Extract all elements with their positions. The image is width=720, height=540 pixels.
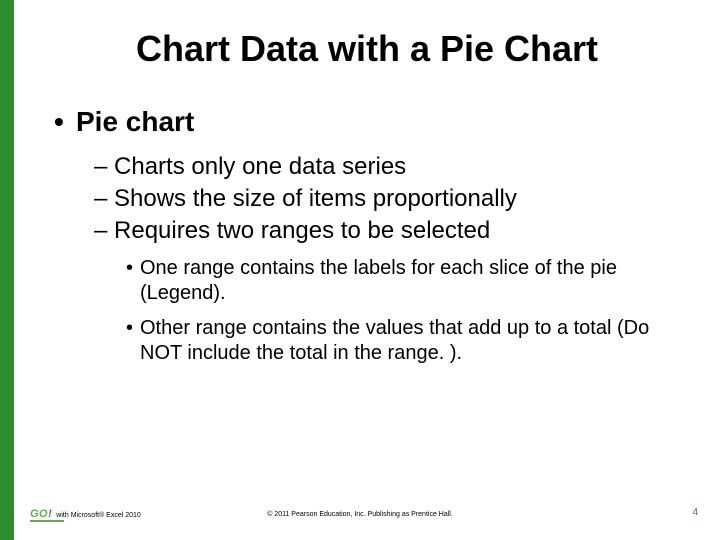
lvl1-text: Pie chart bbox=[76, 106, 194, 137]
bullet-dot-icon: • bbox=[126, 256, 140, 281]
bullet-dot-icon: • bbox=[126, 316, 140, 341]
footer-copyright: © 2011 Pearson Education, Inc. Publishin… bbox=[0, 511, 720, 518]
bullet-lvl3: •Other range contains the values that ad… bbox=[54, 316, 690, 366]
go-logo-underline bbox=[30, 520, 64, 522]
bullet-dot-icon: • bbox=[54, 106, 76, 138]
lvl3-text: Other range contains the values that add… bbox=[140, 317, 649, 364]
bullet-lvl2: – Charts only one data series bbox=[54, 152, 690, 182]
footer: GO! with Microsoft® Excel 2010 © 2011 Pe… bbox=[0, 502, 720, 522]
slide-body: Chart Data with a Pie Chart •Pie chart –… bbox=[14, 0, 720, 540]
lvl3-text: One range contains the labels for each s… bbox=[140, 257, 617, 304]
footer-page-number: 4 bbox=[692, 507, 698, 518]
bullet-lvl2: – Shows the size of items proportionally bbox=[54, 184, 690, 214]
slide-title: Chart Data with a Pie Chart bbox=[14, 28, 720, 70]
content-area: •Pie chart – Charts only one data series… bbox=[14, 106, 720, 366]
bullet-lvl3: •One range contains the labels for each … bbox=[54, 256, 690, 306]
left-accent-bar bbox=[0, 0, 14, 540]
bullet-lvl2: – Requires two ranges to be selected bbox=[54, 216, 690, 246]
bullet-lvl1: •Pie chart bbox=[54, 106, 690, 138]
